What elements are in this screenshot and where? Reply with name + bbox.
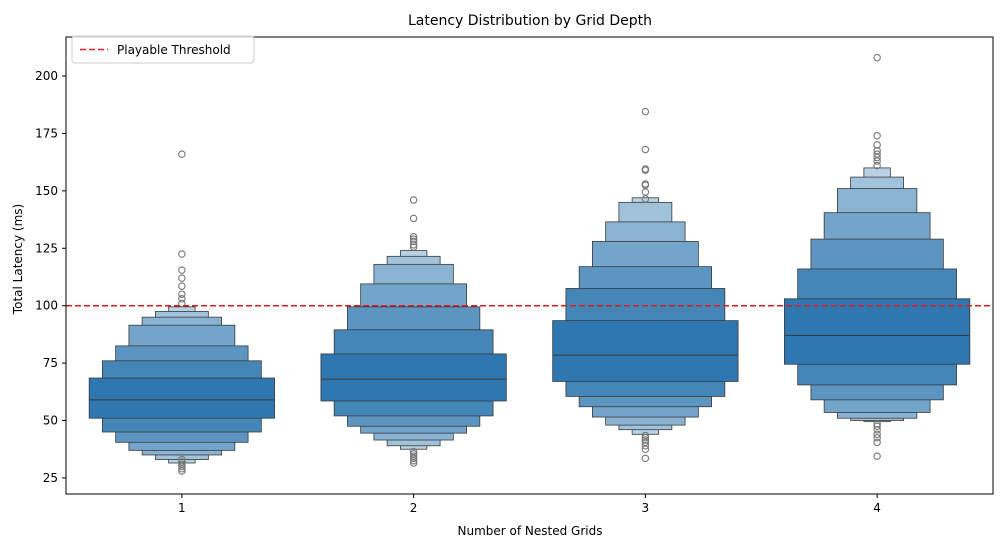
- x-tick-label-4: 4: [873, 501, 881, 515]
- outlier-point-2-12: [409, 214, 418, 223]
- y-tick-label-25: 25: [43, 471, 58, 485]
- outlier-point-2-8: [409, 241, 418, 249]
- outlier-point-4-1: [873, 452, 881, 460]
- outlier-point-2-7: [409, 243, 418, 251]
- x-tick-label-1: 1: [178, 501, 186, 515]
- y-tick-label-150: 150: [35, 184, 58, 198]
- outlier-point-1-5: [178, 458, 186, 466]
- y-tick-label-200: 200: [35, 69, 58, 83]
- x-axis-label: Number of Nested Grids: [458, 524, 603, 538]
- outlier-point-2-4: [409, 452, 418, 460]
- outlier-point-4-15: [873, 53, 881, 62]
- boxen-level-1-1: [88, 377, 275, 419]
- outlier-point-3-9: [641, 188, 650, 196]
- boxen-level-4-1: [784, 298, 971, 365]
- outlier-point-4-6: [873, 422, 881, 431]
- outlier-point-4-11: [873, 150, 881, 158]
- legend: Playable Threshold: [71, 35, 255, 64]
- axes: 25 50 75 100 125 150 175 200 1 2 3 4: [35, 36, 994, 515]
- boxen-group-3: [552, 107, 739, 463]
- outlier-point-2-9: [409, 237, 418, 246]
- outlier-point-4-7: [873, 420, 881, 428]
- outlier-point-1-10: [178, 282, 186, 290]
- outlier-point-1-12: [178, 266, 186, 274]
- outlier-point-3-13: [641, 165, 650, 173]
- outlier-point-1-8: [178, 295, 186, 303]
- outlier-point-4-8: [873, 161, 881, 170]
- outlier-point-3-1: [641, 454, 650, 463]
- outlier-point-3-15: [641, 107, 650, 116]
- boxen-group-4: [784, 53, 971, 460]
- chart-title: Latency Distribution by Grid Depth: [408, 13, 652, 29]
- boxen-level-3-1: [552, 320, 739, 382]
- outlier-point-2-13: [409, 196, 418, 204]
- outlier-point-3-3: [641, 442, 650, 450]
- outlier-point-4-13: [873, 141, 881, 149]
- outlier-point-3-7: [641, 431, 650, 440]
- outlier-point-4-5: [873, 425, 881, 434]
- outlier-point-3-5: [641, 436, 650, 444]
- outlier-point-1-11: [178, 274, 186, 282]
- outlier-point-2-10: [409, 235, 418, 243]
- outlier-point-4-3: [873, 433, 881, 442]
- outlier-point-1-9: [178, 290, 186, 298]
- outlier-point-2-6: [409, 447, 418, 456]
- outlier-point-3-11: [641, 180, 650, 188]
- boxen-group-2: [320, 196, 507, 467]
- outlier-point-4-14: [873, 131, 881, 140]
- y-axis-label: Total Latency (ms): [11, 204, 25, 315]
- legend-threshold-label: Playable Threshold: [117, 43, 231, 57]
- legend-frame: [71, 35, 255, 64]
- plot-frame: [65, 36, 994, 495]
- outlier-point-4-4: [873, 430, 881, 439]
- x-tick-label-3: 3: [642, 501, 650, 515]
- y-tick-label-175: 175: [35, 126, 58, 140]
- y-tick-label-50: 50: [43, 414, 58, 428]
- x-tick-label-2: 2: [410, 501, 418, 515]
- outlier-point-1-7: [178, 299, 186, 308]
- outlier-point-3-6: [641, 433, 650, 442]
- outlier-point-2-5: [409, 450, 418, 458]
- outlier-point-3-14: [641, 145, 650, 154]
- outlier-point-1-13: [178, 250, 186, 258]
- outlier-point-1-4: [178, 460, 186, 468]
- y-tick-label-75: 75: [43, 356, 58, 370]
- y-tick-label-100: 100: [35, 299, 58, 313]
- outlier-point-4-2: [873, 438, 881, 447]
- plot-area: [66, 53, 993, 475]
- boxen-level-2-1: [320, 353, 507, 402]
- outlier-point-2-11: [409, 233, 418, 241]
- outlier-point-4-12: [873, 146, 881, 155]
- boxen-group-1: [88, 150, 275, 475]
- outlier-point-1-14: [178, 150, 186, 158]
- outlier-point-1-6: [178, 455, 186, 464]
- y-tick-label-125: 125: [35, 241, 58, 255]
